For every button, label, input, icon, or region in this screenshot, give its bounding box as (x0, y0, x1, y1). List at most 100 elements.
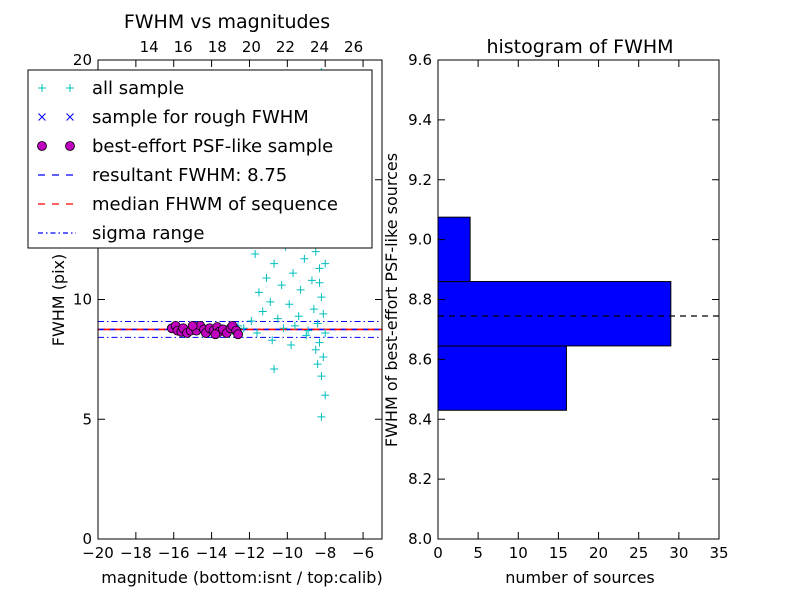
scatter-y-tick-label: 0 (82, 530, 92, 548)
histogram-y-tick-label: 9.4 (408, 111, 432, 129)
all-sample-point (319, 352, 328, 361)
histogram-bar (437, 345, 567, 411)
all-sample-point (290, 321, 299, 330)
histogram-x-tick-label: 5 (473, 544, 483, 562)
scatter-x-tick-label: −8 (314, 544, 336, 562)
histogram-x-tick-label: 15 (549, 544, 568, 562)
all-sample-point (251, 249, 260, 258)
all-sample-point (315, 264, 324, 273)
psf-like-point (210, 329, 221, 340)
all-sample-point (273, 314, 282, 323)
all-sample-point (317, 293, 326, 302)
legend-label: resultant FWHM: 8.75 (92, 165, 287, 186)
all-sample-point (270, 364, 279, 373)
scatter-x-tick-label: −10 (272, 544, 304, 562)
scatter-top-tick-label: 14 (140, 38, 159, 56)
scatter-top-tick-label: 26 (344, 38, 363, 56)
all-sample-point (239, 324, 248, 333)
scatter-top-tick-label: 24 (310, 38, 329, 56)
all-sample-point (302, 331, 311, 340)
all-sample-point (253, 329, 262, 338)
scatter-x-label: magnitude (bottom:isnt / top:calib) (101, 568, 382, 587)
all-sample-point (285, 300, 294, 309)
all-sample-point (304, 326, 313, 335)
legend-marker (37, 141, 47, 151)
legend-marker (66, 84, 74, 92)
scatter-x-ticks: −20 −18 −16 −14 −12 −10 −8 −6 (82, 60, 374, 562)
psf-like-point (233, 329, 244, 340)
scatter-x-tick-label: −6 (352, 544, 374, 562)
histogram-y-tick-label: 8.4 (408, 410, 432, 428)
all-sample-point (287, 341, 296, 350)
histogram-y-tick-label: 9.6 (408, 51, 432, 69)
scatter-y-ticks: 0 5 10 20 (73, 51, 382, 548)
scatter-x-tick-label: −12 (234, 544, 266, 562)
all-sample-point (317, 412, 326, 421)
all-sample-point (268, 336, 277, 345)
histogram-x-tick-label: 0 (433, 544, 443, 562)
histogram-y-tick-label: 8.8 (408, 291, 432, 309)
legend-label: sample for rough FWHM (92, 107, 309, 128)
histogram-y-tick-label: 8.0 (408, 530, 432, 548)
all-sample-point (307, 276, 316, 285)
all-sample-point (289, 269, 298, 278)
histogram-x-tick-label: 30 (669, 544, 688, 562)
scatter-y-tick-label: 5 (82, 410, 92, 428)
legend-marker (38, 113, 46, 121)
histogram-y-label: FWHM of best-effort PSF-like sources (382, 153, 401, 447)
legend-marker (65, 141, 75, 151)
legend-label: all sample (92, 78, 184, 99)
all-sample-point (321, 259, 330, 268)
all-sample-point (321, 391, 330, 400)
all-sample-point (321, 329, 330, 338)
all-sample-point (270, 259, 279, 268)
scatter-y-label: FWHM (pix) (49, 254, 68, 347)
scatter-x-tick-label: −16 (158, 544, 190, 562)
all-sample-point (262, 273, 271, 282)
scatter-y-tick-label: 20 (73, 51, 92, 69)
all-sample-point (315, 278, 324, 287)
histogram-bar (437, 281, 672, 347)
scatter-legend: all sample sample for rough FWHM best-effo… (27, 69, 373, 249)
scatter-top-tick-label: 18 (208, 38, 227, 56)
all-sample-point (247, 317, 256, 326)
histogram-x-tick-label: 20 (589, 544, 608, 562)
psf-like-point (187, 320, 198, 331)
histogram-bars (437, 216, 672, 411)
all-sample-point (266, 297, 275, 306)
scatter-y-tick-label: 10 (73, 291, 92, 309)
histogram-y-tick-label: 9.2 (408, 171, 432, 189)
histogram-y-tick-label: 8.2 (408, 470, 432, 488)
all-sample-point (309, 305, 318, 314)
scatter-top-ticks: 14 16 18 20 22 24 26 (140, 38, 364, 56)
legend-label: sigma range (92, 223, 204, 244)
legend-marker (38, 84, 46, 92)
scatter-x-tick-label: −18 (120, 544, 152, 562)
legend-entries: all sample sample for rough FWHM best-effo… (37, 78, 338, 244)
all-sample-point (311, 247, 320, 256)
scatter-panel: −20 −18 −16 −14 −12 −10 −8 −6 0 5 10 20 14 16 18 20 22… (27, 11, 383, 587)
all-sample-point (300, 254, 309, 263)
legend-label: best-effort PSF-like sample (92, 136, 333, 157)
histogram-y-ticks: 8.0 8.2 8.4 8.6 8.8 9.0 9.2 9.4 9.6 (408, 51, 719, 548)
histogram-x-ticks: 0 5 10 15 20 25 30 35 (433, 60, 729, 562)
all-sample-point (313, 360, 322, 369)
legend-label: median FHWM of sequence (92, 194, 338, 215)
legend-box (27, 69, 373, 249)
histogram-x-tick-label: 25 (629, 544, 648, 562)
scatter-top-tick-label: 20 (242, 38, 261, 56)
histogram-title: histogram of FWHM (486, 36, 673, 58)
all-sample-point (277, 281, 286, 290)
all-sample-point (294, 312, 303, 321)
all-sample-point (296, 285, 305, 294)
histogram-y-tick-label: 8.6 (408, 350, 432, 368)
histogram-x-label: number of sources (505, 568, 655, 587)
scatter-x-tick-label: −20 (82, 544, 114, 562)
histogram-x-tick-label: 35 (709, 544, 728, 562)
all-sample-point (319, 309, 328, 318)
scatter-top-tick-label: 22 (276, 38, 295, 56)
all-sample-point (311, 345, 320, 354)
histogram-y-tick-label: 9.0 (408, 231, 432, 249)
histogram-x-tick-label: 10 (509, 544, 528, 562)
